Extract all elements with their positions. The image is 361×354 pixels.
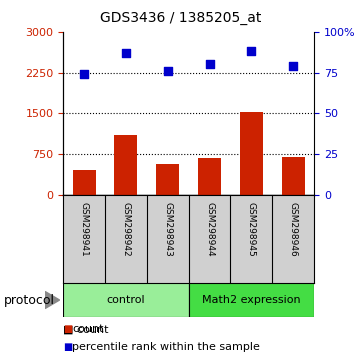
Text: Math2 expression: Math2 expression: [202, 295, 301, 305]
Bar: [156, 164, 179, 195]
Text: protocol: protocol: [4, 293, 55, 307]
Point: [206, 62, 212, 67]
Bar: [114, 135, 138, 195]
Text: control: control: [106, 295, 145, 305]
Point: [123, 50, 129, 56]
Point: [165, 68, 171, 74]
Text: GSM298946: GSM298946: [289, 202, 298, 257]
Text: count: count: [72, 324, 104, 334]
Text: GSM298942: GSM298942: [121, 202, 130, 256]
Text: percentile rank within the sample: percentile rank within the sample: [72, 342, 260, 352]
Text: GDS3436 / 1385205_at: GDS3436 / 1385205_at: [100, 11, 261, 25]
Text: GSM298945: GSM298945: [247, 202, 256, 257]
Text: ■ count: ■ count: [63, 324, 109, 334]
Text: GSM298941: GSM298941: [79, 202, 88, 257]
Bar: [240, 112, 263, 195]
Bar: [73, 170, 96, 195]
Text: GSM298944: GSM298944: [205, 202, 214, 256]
Bar: [188, 283, 314, 317]
Bar: [282, 157, 305, 195]
Point: [248, 48, 254, 54]
Point: [290, 63, 296, 69]
Bar: [198, 158, 221, 195]
Point: [81, 72, 87, 77]
Text: ■: ■: [63, 324, 73, 334]
Polygon shape: [45, 292, 60, 308]
Bar: [63, 283, 188, 317]
Text: GSM298943: GSM298943: [163, 202, 172, 257]
Text: ■: ■: [63, 342, 73, 352]
